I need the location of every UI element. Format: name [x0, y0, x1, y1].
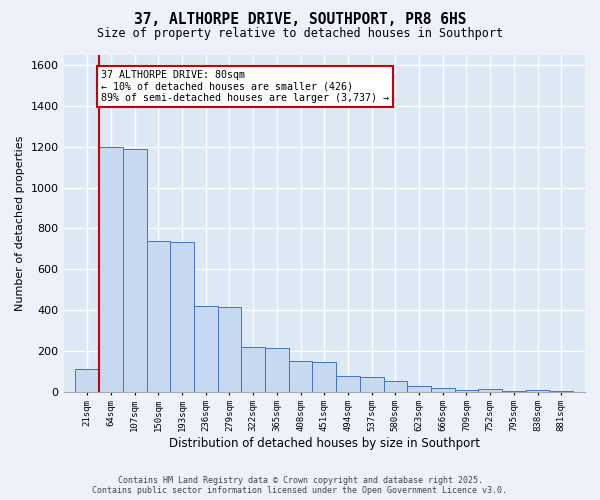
- Bar: [336, 376, 360, 392]
- Bar: [76, 369, 99, 392]
- Bar: [313, 362, 336, 392]
- Bar: [360, 377, 383, 392]
- Bar: [146, 240, 170, 392]
- Bar: [99, 147, 123, 392]
- Bar: [218, 307, 241, 392]
- Bar: [170, 242, 194, 392]
- Bar: [478, 389, 502, 392]
- X-axis label: Distribution of detached houses by size in Southport: Distribution of detached houses by size …: [169, 437, 480, 450]
- Bar: [123, 149, 146, 392]
- Bar: [550, 390, 573, 392]
- Text: 37 ALTHORPE DRIVE: 80sqm
← 10% of detached houses are smaller (426)
89% of semi-: 37 ALTHORPE DRIVE: 80sqm ← 10% of detach…: [101, 70, 389, 104]
- Bar: [431, 388, 455, 392]
- Text: Contains HM Land Registry data © Crown copyright and database right 2025.
Contai: Contains HM Land Registry data © Crown c…: [92, 476, 508, 495]
- Y-axis label: Number of detached properties: Number of detached properties: [15, 136, 25, 311]
- Bar: [455, 390, 478, 392]
- Bar: [289, 361, 313, 392]
- Bar: [241, 346, 265, 392]
- Bar: [502, 390, 526, 392]
- Bar: [265, 348, 289, 392]
- Bar: [194, 306, 218, 392]
- Text: 37, ALTHORPE DRIVE, SOUTHPORT, PR8 6HS: 37, ALTHORPE DRIVE, SOUTHPORT, PR8 6HS: [134, 12, 466, 28]
- Bar: [526, 390, 550, 392]
- Text: Size of property relative to detached houses in Southport: Size of property relative to detached ho…: [97, 28, 503, 40]
- Bar: [383, 382, 407, 392]
- Bar: [407, 386, 431, 392]
